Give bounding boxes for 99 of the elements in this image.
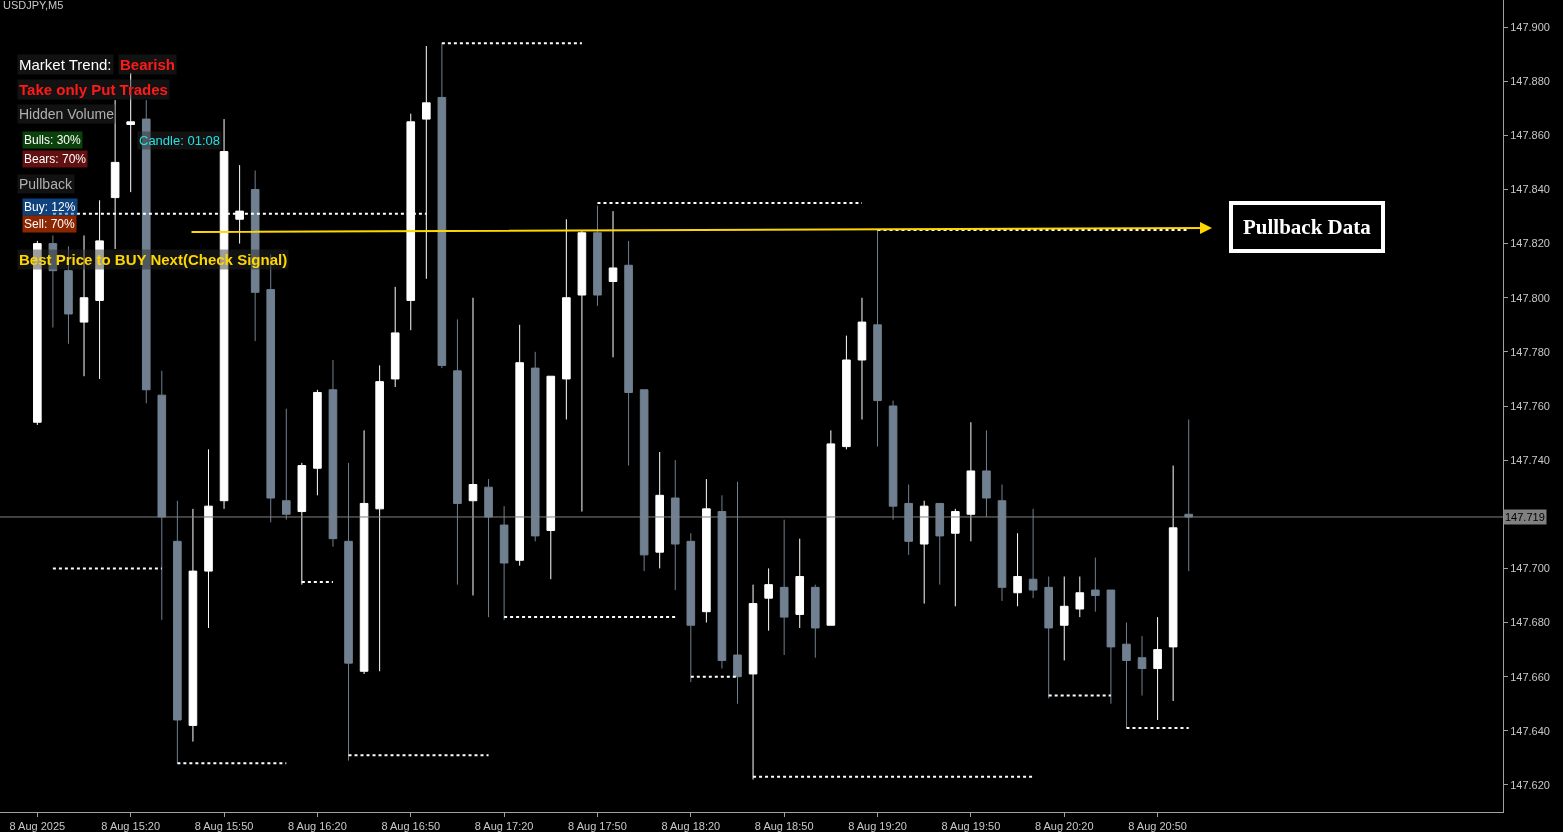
- y-tick-label: 147.900: [1510, 20, 1550, 33]
- ref-line-label: 147.719: [1505, 511, 1545, 523]
- candlestick: [795, 538, 805, 629]
- annotation: Candle: 01:08: [139, 133, 220, 148]
- candlestick: [437, 42, 447, 369]
- y-tick-label: 147.680: [1510, 616, 1550, 629]
- annotation: Market Trend:: [19, 56, 112, 73]
- y-tick-label: 147.760: [1510, 399, 1550, 412]
- candlestick: [1153, 616, 1162, 721]
- y-tick-label: 147.820: [1510, 237, 1550, 250]
- chart-title: USDJPY,M5: [3, 0, 64, 12]
- candlestick: [1059, 576, 1069, 661]
- candlestick: [577, 229, 587, 513]
- y-tick-label: 147.880: [1510, 75, 1550, 88]
- candlestick: [639, 389, 649, 572]
- candlestick: [873, 229, 882, 448]
- annotation: Pullback Data: [1243, 215, 1372, 239]
- candlestick: [390, 286, 400, 388]
- candlestick: [344, 462, 353, 762]
- candlestick: [1184, 419, 1194, 572]
- candlestick: [328, 359, 338, 548]
- candlestick: [717, 494, 727, 670]
- candlestick: [1168, 465, 1178, 702]
- candlestick: [951, 508, 960, 607]
- candlestick: [1013, 532, 1022, 607]
- x-tick-label: 8 Aug 16:20: [288, 820, 347, 832]
- candlestick: [966, 421, 976, 542]
- y-tick-label: 147.660: [1510, 670, 1550, 683]
- annotation: Bears: 70%: [24, 152, 87, 166]
- x-tick-label: 8 Aug 18:20: [661, 820, 721, 832]
- y-tick-label: 147.860: [1510, 129, 1550, 142]
- candlestick: [359, 429, 369, 675]
- candlestick: [1122, 622, 1131, 729]
- candlestick: [499, 505, 509, 621]
- candlestick: [281, 408, 291, 521]
- candlestick: [733, 481, 742, 705]
- candlestick: [546, 375, 556, 580]
- candlestick: [530, 351, 540, 542]
- x-tick-label: 8 Aug 17:20: [474, 820, 534, 832]
- candlestick: [810, 584, 820, 659]
- candlestick: [468, 297, 478, 596]
- candlestick: [919, 500, 929, 605]
- candlestick: [1091, 557, 1100, 613]
- candlestick: [1075, 576, 1085, 618]
- annotation: Take only Put Trades: [19, 81, 168, 98]
- y-tick-label: 147.620: [1510, 778, 1550, 791]
- candlestick: [655, 451, 665, 569]
- candlestick: [188, 508, 198, 743]
- annotation: Buy: 12%: [24, 200, 76, 214]
- candlestick: [375, 364, 384, 672]
- candlestick: [157, 370, 167, 621]
- candlestick: [1028, 508, 1038, 599]
- candlestick: [1137, 635, 1147, 697]
- candlestick: [1106, 589, 1116, 705]
- candlestick: [204, 448, 213, 629]
- candlestick: [313, 389, 322, 496]
- candlestick: [453, 318, 462, 586]
- candlestick: [764, 567, 773, 632]
- candlestick: [562, 218, 571, 421]
- x-tick-label: 8 Aug 15:50: [194, 820, 254, 832]
- x-tick-label: 8 Aug 19:20: [848, 820, 907, 832]
- y-tick-label: 147.800: [1510, 291, 1550, 304]
- x-tick-label: 8 Aug 16:50: [381, 820, 441, 832]
- candlestick: [593, 205, 602, 307]
- candlestick: [888, 400, 898, 521]
- candlestick: [608, 210, 618, 358]
- annotation: Sell: 70%: [24, 217, 76, 231]
- candlestick: [1044, 576, 1053, 699]
- candlestick: [982, 429, 991, 518]
- y-tick-label: 147.840: [1510, 183, 1550, 196]
- candlestick: [702, 478, 711, 624]
- x-tick-label: 8 Aug 20:20: [1034, 820, 1094, 832]
- annotation: Pullback: [19, 176, 73, 192]
- candlestick: [670, 459, 680, 591]
- candlestick: [997, 483, 1007, 602]
- y-tick-label: 147.740: [1510, 453, 1550, 466]
- candlestick: [484, 478, 493, 618]
- candlestick: [904, 483, 913, 556]
- annotation: Bearish: [120, 56, 176, 73]
- candlestick: [686, 532, 696, 683]
- candlestick: [826, 429, 836, 626]
- candlestick: [842, 335, 851, 450]
- candlestick: [857, 297, 867, 421]
- candlestick: [515, 324, 524, 567]
- annotation: Hidden Volume: [19, 106, 115, 122]
- candlestick: [173, 500, 182, 764]
- x-tick-label: 8 Aug 2025: [9, 820, 66, 832]
- y-tick-label: 147.700: [1510, 562, 1550, 575]
- annotation: Bulls: 30%: [24, 133, 82, 147]
- y-tick-label: 147.780: [1510, 345, 1550, 358]
- x-tick-label: 8 Aug 17:50: [568, 820, 627, 832]
- x-tick-label: 8 Aug 19:50: [941, 820, 1001, 832]
- candlestick: [935, 502, 945, 586]
- x-tick-label: 8 Aug 18:50: [754, 820, 814, 832]
- x-tick-label: 8 Aug 15:20: [101, 820, 161, 832]
- candlestick: [624, 240, 633, 467]
- x-tick-label: 8 Aug 20:50: [1128, 820, 1187, 832]
- candlestick: [779, 519, 789, 656]
- y-tick-label: 147.640: [1510, 724, 1550, 737]
